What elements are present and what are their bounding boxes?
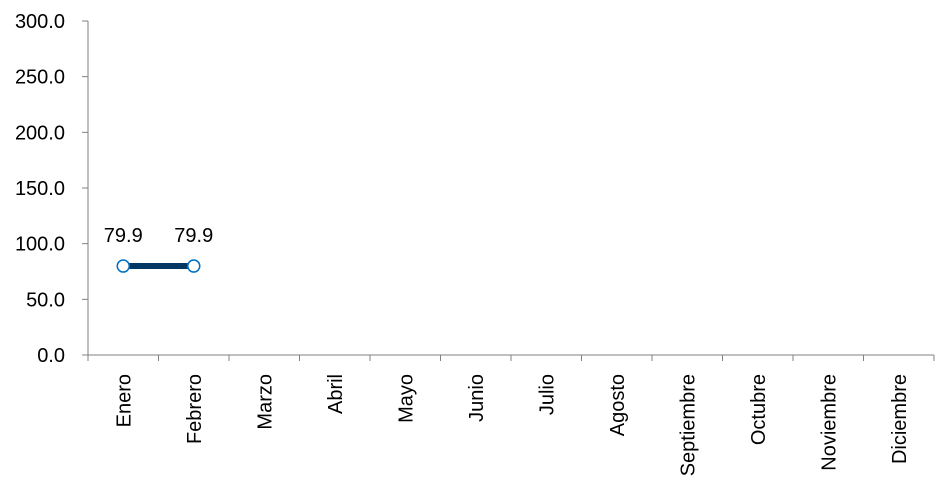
data-label: 79.9 <box>104 225 143 247</box>
series-layer <box>116 259 201 273</box>
x-tick-label: Mayo <box>395 374 417 423</box>
x-tick-label: Noviembre <box>818 374 840 471</box>
y-tick-label: 100.0 <box>15 234 65 256</box>
data-point-marker <box>116 259 130 273</box>
x-tick-label: Marzo <box>254 374 276 430</box>
x-tick-label: Febrero <box>184 374 206 444</box>
x-axis: Enero Febrero Marzo Abril Mayo Junio Julio Agos… <box>82 354 935 476</box>
y-tick-label: 200.0 <box>15 122 65 144</box>
y-axis: 0.0 50.0 100.0 150.0 200.0 250.0 300.0 <box>15 11 89 367</box>
x-tick-label: Enero <box>113 374 135 427</box>
x-tick-label: Octubre <box>748 374 770 445</box>
x-tick-label: Junio <box>466 374 488 422</box>
x-tick-label: Agosto <box>607 374 629 436</box>
x-tick-label: Septiembre <box>677 374 699 476</box>
data-labels: 79.9 79.9 <box>104 225 213 247</box>
y-tick-label: 0.0 <box>37 345 65 367</box>
y-tick-label: 150.0 <box>15 178 65 200</box>
x-tick-label: Abril <box>325 374 347 414</box>
y-tick-label: 300.0 <box>15 11 65 33</box>
data-point-marker <box>187 259 201 273</box>
x-tick-label: Diciembre <box>889 374 911 464</box>
data-label: 79.9 <box>174 225 213 247</box>
x-tick-label: Julio <box>536 374 558 415</box>
y-tick-label: 250.0 <box>15 67 65 89</box>
y-tick-label: 50.0 <box>26 289 65 311</box>
